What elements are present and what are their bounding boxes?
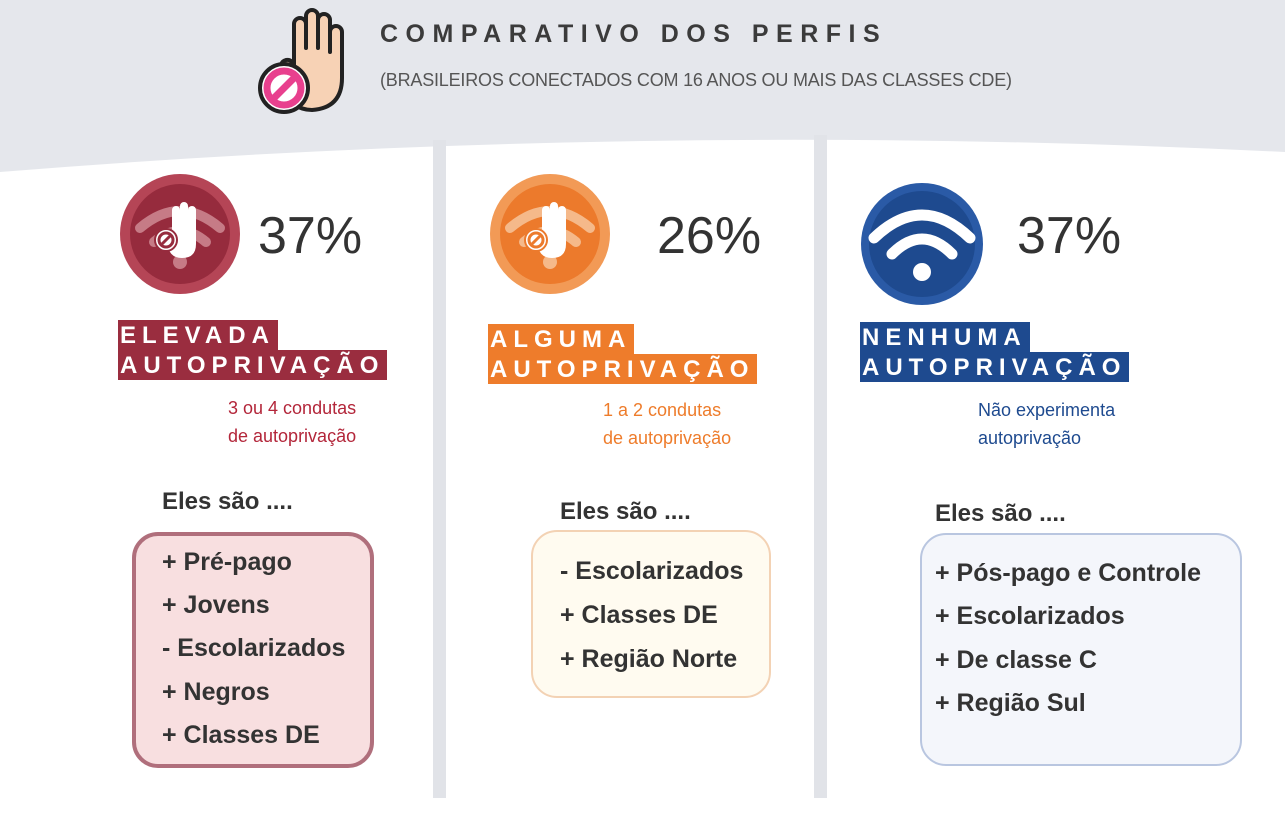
desc-elevada-line1: 3 ou 4 condutas [228,398,357,418]
trait-item: + Pós-pago e Controle [935,559,1202,587]
desc-alguma-line1: 1 a 2 condutas [603,400,722,420]
percent-alguma: 26% [657,207,762,265]
blocked-wifi-hand-icon [120,174,240,294]
trait-item: + Região Sul [935,689,1086,717]
page-title: COMPARATIVO DOS PERFIS [380,20,888,48]
traits-box-elevada [132,532,374,768]
trait-item: + De classe C [935,646,1097,674]
label-alguma-line1: ALGUMA [488,324,635,354]
percent-elevada: 37% [258,207,363,265]
trait-item: + Escolarizados [935,602,1125,630]
traits-box-nenhuma [920,533,1242,766]
label-nenhuma-line1: NENHUMA [860,322,1030,352]
trait-item: + Região Norte [560,645,738,673]
desc-elevada-line2: de autoprivação [228,426,357,446]
percent-nenhuma: 37% [1017,207,1122,265]
label-elevada-line1: ELEVADA [118,320,278,350]
desc-nenhuma-line2: autoprivação [978,428,1082,448]
stop-hand-icon [258,8,344,114]
desc-alguma-line2: de autoprivação [603,428,732,448]
trait-item: + Pré-pago [162,548,292,576]
eles-sao-alguma: Eles são .... [560,498,691,525]
trait-item: + Classes DE [162,721,320,749]
label-alguma-line2: AUTOPRIVAÇÃO [488,354,758,384]
eles-sao-elevada: Eles são .... [162,488,293,515]
traits-box-alguma [531,530,771,698]
desc-nenhuma-line1: Não experimenta [978,400,1116,420]
trait-item: - Escolarizados [162,634,346,662]
trait-item: + Classes DE [560,601,718,629]
page-subtitle: (BRASILEIROS CONECTADOS COM 16 ANOS OU M… [380,70,1012,90]
trait-item: - Escolarizados [560,557,744,585]
wifi-icon [861,183,983,305]
trait-item: + Jovens [162,591,270,619]
label-elevada-line2: AUTOPRIVAÇÃO [118,350,388,380]
label-nenhuma-line2: AUTOPRIVAÇÃO [860,352,1130,382]
trait-item: + Negros [162,678,270,706]
blocked-wifi-hand-icon [490,174,610,294]
eles-sao-nenhuma: Eles são .... [935,500,1066,527]
